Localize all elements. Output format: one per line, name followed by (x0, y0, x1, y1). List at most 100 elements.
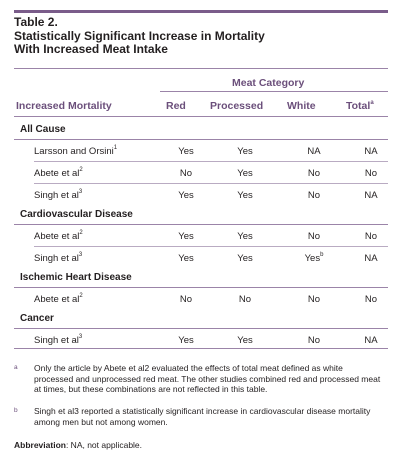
total-value: No (364, 294, 378, 305)
red-cell: Yes (166, 335, 206, 346)
section-rule (14, 224, 388, 225)
header-top-rule (14, 68, 388, 69)
processed-value: No (238, 294, 252, 305)
white-value: No (307, 231, 321, 242)
processed-value: Yes (237, 146, 253, 157)
total-cell: NA (351, 253, 391, 264)
red-value: No (179, 294, 193, 305)
processed-value: Yes (237, 168, 253, 179)
total-cell: NA (351, 146, 391, 157)
footnote-b-text: Singh et al3 reported a statistically si… (34, 406, 371, 427)
processed-cell: Yes (225, 231, 265, 242)
white-cell: Yesb (294, 251, 334, 264)
total-value: No (364, 231, 378, 242)
col-head-processed: Processed (210, 100, 264, 112)
white-cell: No (294, 190, 334, 201)
study-name: Larsson and Orsini (34, 146, 114, 157)
white-value: No (307, 294, 321, 305)
col-head-total: Totala (346, 99, 374, 113)
total-cell: No (351, 168, 391, 179)
study-cell: Abete et al2 (34, 292, 83, 305)
white-value: No (307, 335, 321, 346)
footnote-b-mark: b (14, 407, 18, 414)
white-footnote-mark: b (320, 251, 324, 258)
study-name: Abete et al (34, 168, 80, 179)
total-value: NA (364, 190, 378, 201)
red-cell: Yes (166, 253, 206, 264)
total-value: No (364, 168, 378, 179)
col-head-increased-mortality: Increased Mortality (16, 100, 112, 112)
processed-cell: Yes (225, 190, 265, 201)
section-heading: Cardiovascular Disease (20, 209, 133, 220)
processed-value: Yes (237, 190, 253, 201)
col-head-total-label: Total (346, 100, 371, 112)
section-heading: Cancer (20, 313, 54, 324)
study-name: Singh et al (34, 253, 79, 264)
col-head-total-sup: a (370, 99, 374, 106)
total-cell: NA (351, 190, 391, 201)
processed-value: Yes (237, 231, 253, 242)
red-value: Yes (178, 190, 194, 201)
study-name: Abete et al (34, 294, 80, 305)
footnote-a-text: Only the article by Abete et al2 evaluat… (34, 363, 381, 394)
table-title: Table 2. Statistically Significant Incre… (14, 15, 265, 57)
col-head-red: Red (166, 100, 186, 112)
section-rule (14, 287, 388, 288)
processed-cell: Yes (225, 168, 265, 179)
section-heading: Ischemic Heart Disease (20, 272, 132, 283)
row-rule (34, 183, 388, 184)
red-cell: Yes (166, 190, 206, 201)
white-cell: NA (294, 146, 334, 157)
red-value: Yes (178, 335, 194, 346)
red-cell: Yes (166, 146, 206, 157)
red-value: No (179, 168, 193, 179)
abbreviation-label: Abbreviation (14, 440, 66, 450)
study-reference: 2 (79, 292, 83, 299)
study-reference: 2 (79, 166, 83, 173)
study-reference: 3 (78, 333, 83, 340)
section-heading: All Cause (20, 124, 66, 135)
study-cell: Singh et al3 (34, 333, 83, 346)
title-line-1: Table 2. (14, 15, 58, 29)
title-line-3: With Increased Meat Intake (14, 42, 168, 56)
section-rule (14, 139, 388, 140)
total-cell: No (351, 231, 391, 242)
study-name: Abete et al (34, 231, 80, 242)
study-cell: Abete et al2 (34, 230, 83, 242)
study-name: Singh et al (34, 335, 79, 346)
top-rule (14, 10, 388, 13)
processed-cell: Yes (225, 253, 265, 264)
total-value: NA (364, 335, 378, 346)
white-value: Yes (304, 253, 321, 264)
processed-cell: No (225, 294, 265, 305)
study-reference: 3 (78, 188, 83, 195)
table-bottom-rule (14, 348, 388, 349)
study-cell: Larsson and Orsini1 (34, 144, 118, 157)
total-cell: NA (351, 335, 391, 346)
white-cell: No (294, 168, 334, 179)
red-cell: No (166, 294, 206, 305)
row-rule (34, 161, 388, 162)
processed-value: Yes (237, 335, 253, 346)
study-reference: 1 (113, 144, 118, 151)
total-value: NA (364, 253, 378, 264)
study-cell: Abete et al2 (34, 166, 83, 179)
row-rule (34, 246, 388, 247)
meat-category-rule (160, 91, 388, 92)
red-cell: Yes (166, 231, 206, 242)
title-line-2: Statistically Significant Increase in Mo… (14, 28, 265, 43)
abbreviation-text: : NA, not applicable. (65, 440, 143, 450)
study-reference: 3 (78, 251, 83, 258)
processed-value: Yes (237, 253, 253, 264)
study-cell: Singh et al3 (34, 188, 83, 201)
footnote-a-mark: a (14, 364, 18, 371)
col-head-white: White (287, 100, 316, 112)
total-value: NA (364, 146, 378, 157)
abbreviation-note: Abbreviation: NA, not applicable. (14, 440, 142, 450)
white-value: No (307, 168, 321, 179)
processed-cell: Yes (225, 146, 265, 157)
total-cell: No (351, 294, 391, 305)
white-cell: No (294, 335, 334, 346)
header-bottom-rule (14, 116, 388, 117)
